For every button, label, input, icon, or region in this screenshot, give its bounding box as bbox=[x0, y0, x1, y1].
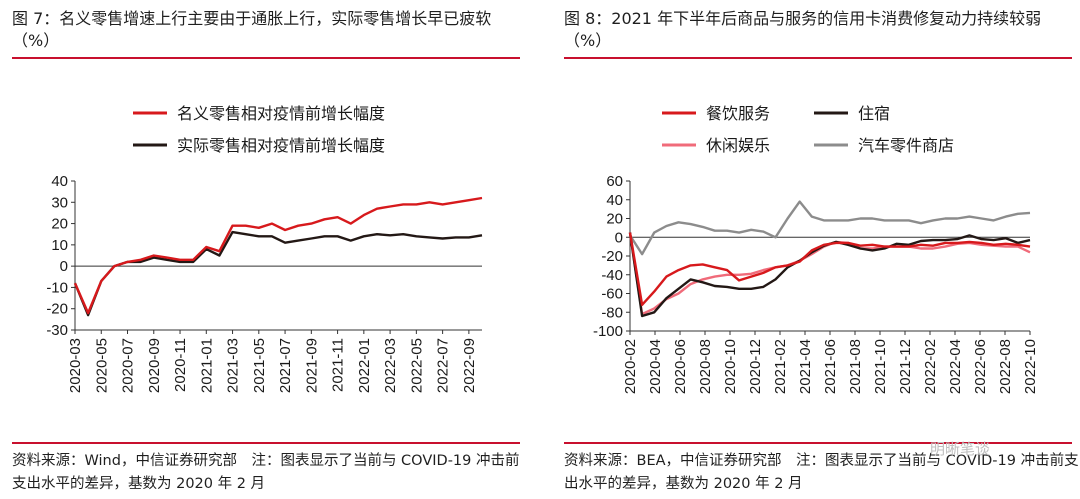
x-tick-label: 2020-03 bbox=[67, 338, 84, 393]
chart-panel-nominal-real-retail: 图 7：名义零售增速上行主要由于通胀上行，实际零售增长早已疲软（%） -30 -2… bbox=[0, 0, 528, 499]
y-tick-label: 0 bbox=[60, 258, 68, 275]
x-tick-label: 2020-10 bbox=[722, 339, 739, 394]
chart-title-fig7: 图 7：名义零售增速上行主要由于通胀上行，实际零售增长早已疲软（%） bbox=[12, 9, 492, 50]
source-rule bbox=[564, 442, 1072, 444]
series-line-汽车零件商店 bbox=[628, 200, 1031, 256]
x-tick-label: 2021-01 bbox=[198, 338, 215, 393]
x-tick-label: 2022-10 bbox=[1022, 339, 1039, 394]
y-tick-label: 60 bbox=[606, 173, 623, 190]
x-tick-label: 2020-06 bbox=[672, 339, 689, 394]
series-line-名义零售相对疫情前增长幅度 bbox=[73, 196, 483, 315]
source-note-fig8: 资料来源：BEA，中信证券研究部 注：图表显示了当前与 COVID-19 冲击前… bbox=[564, 453, 1079, 492]
legend-label: 名义零售相对疫情前增长幅度 bbox=[177, 104, 385, 123]
chart-panel-credit-card-spending: 图 8：2021 年下半年后商品与服务的信用卡消费修复动力持续较弱（%） -10… bbox=[552, 0, 1080, 499]
legend-label: 住宿 bbox=[858, 104, 890, 123]
x-tick-label: 2020-12 bbox=[747, 339, 764, 394]
y-tick-label: -20 bbox=[46, 301, 68, 318]
x-tick-label: 2022-09 bbox=[461, 338, 478, 393]
y-tick-label: -40 bbox=[601, 267, 623, 284]
x-tick-label: 2020-08 bbox=[697, 339, 714, 394]
line-chart-card-spending: -100 -80-60 -40 -20 020 40 60 2020-02 2020-04 202… bbox=[593, 104, 1039, 394]
y-tick-label: -30 bbox=[46, 322, 68, 339]
y-tick-label: 10 bbox=[51, 237, 68, 254]
watermark-text: 明晰笔谈 bbox=[930, 440, 991, 458]
x-tick-label: 2020-02 bbox=[622, 339, 639, 394]
x-tick-label: 2020-04 bbox=[647, 339, 664, 394]
legend-label: 实际零售相对疫情前增长幅度 bbox=[177, 136, 385, 155]
y-tick-label: 20 bbox=[606, 211, 623, 228]
source-rule bbox=[12, 442, 520, 444]
x-tick-label: 2021-11 bbox=[330, 338, 347, 392]
y-tick-label: -100 bbox=[593, 323, 623, 340]
chart-title-fig8: 图 8：2021 年下半年后商品与服务的信用卡消费修复动力持续较弱（%） bbox=[564, 9, 1042, 50]
x-tick-label: 2021-12 bbox=[897, 339, 914, 394]
title-rule bbox=[564, 57, 1072, 59]
x-tick-label: 2021-07 bbox=[277, 338, 294, 393]
title-rule bbox=[12, 57, 520, 59]
source-note-fig7: 资料来源：Wind，中信证券研究部 注：图表显示了当前与 COVID-19 冲击… bbox=[12, 453, 520, 492]
x-tick-label: 2022-03 bbox=[382, 338, 399, 393]
legend-label: 休闲娱乐 bbox=[706, 136, 770, 155]
x-tick-label: 2020-05 bbox=[93, 338, 110, 393]
y-tick-label: 0 bbox=[615, 229, 623, 246]
x-tick-label: 2020-09 bbox=[146, 338, 163, 393]
y-tick-label: -60 bbox=[601, 286, 623, 303]
y-tick-label: 30 bbox=[51, 194, 68, 211]
x-tick-label: 2021-09 bbox=[303, 338, 320, 393]
x-tick-label: 2022-01 bbox=[356, 338, 373, 393]
y-tick-label: 20 bbox=[51, 216, 68, 233]
x-tick-label: 2021-04 bbox=[797, 339, 814, 394]
x-tick-label: 2020-11 bbox=[172, 338, 189, 392]
y-tick-label: 40 bbox=[606, 192, 623, 209]
y-tick-label: -10 bbox=[46, 279, 68, 296]
legend-label: 汽车零件商店 bbox=[858, 136, 954, 155]
x-tick-label: 2022-08 bbox=[997, 339, 1014, 394]
x-tick-label: 2022-07 bbox=[435, 338, 452, 393]
x-tick-label: 2021-06 bbox=[822, 339, 839, 394]
series-line-餐饮服务 bbox=[628, 232, 1031, 306]
x-tick-label: 2022-02 bbox=[922, 339, 939, 394]
x-tick-label: 2020-07 bbox=[120, 338, 137, 393]
y-tick-label: -20 bbox=[601, 248, 623, 265]
y-tick-label: -80 bbox=[601, 304, 623, 321]
x-tick-label: 2022-04 bbox=[947, 339, 964, 394]
x-tick-label: 2022-05 bbox=[408, 338, 425, 393]
x-tick-label: 2021-03 bbox=[225, 338, 242, 393]
x-tick-label: 2021-10 bbox=[872, 339, 889, 394]
line-chart-retail: -30 -20 -10 0 10 20 30 40 2020-03 2020-05 2020-07 2… bbox=[46, 104, 483, 393]
x-tick-label: 2021-02 bbox=[772, 339, 789, 394]
series-line-实际零售相对疫情前增长幅度 bbox=[73, 230, 483, 317]
legend-label: 餐饮服务 bbox=[706, 104, 770, 123]
x-tick-label: 2021-08 bbox=[847, 339, 864, 394]
x-tick-label: 2021-05 bbox=[251, 338, 268, 393]
x-tick-label: 2022-06 bbox=[972, 339, 989, 394]
y-tick-label: 40 bbox=[51, 173, 68, 190]
